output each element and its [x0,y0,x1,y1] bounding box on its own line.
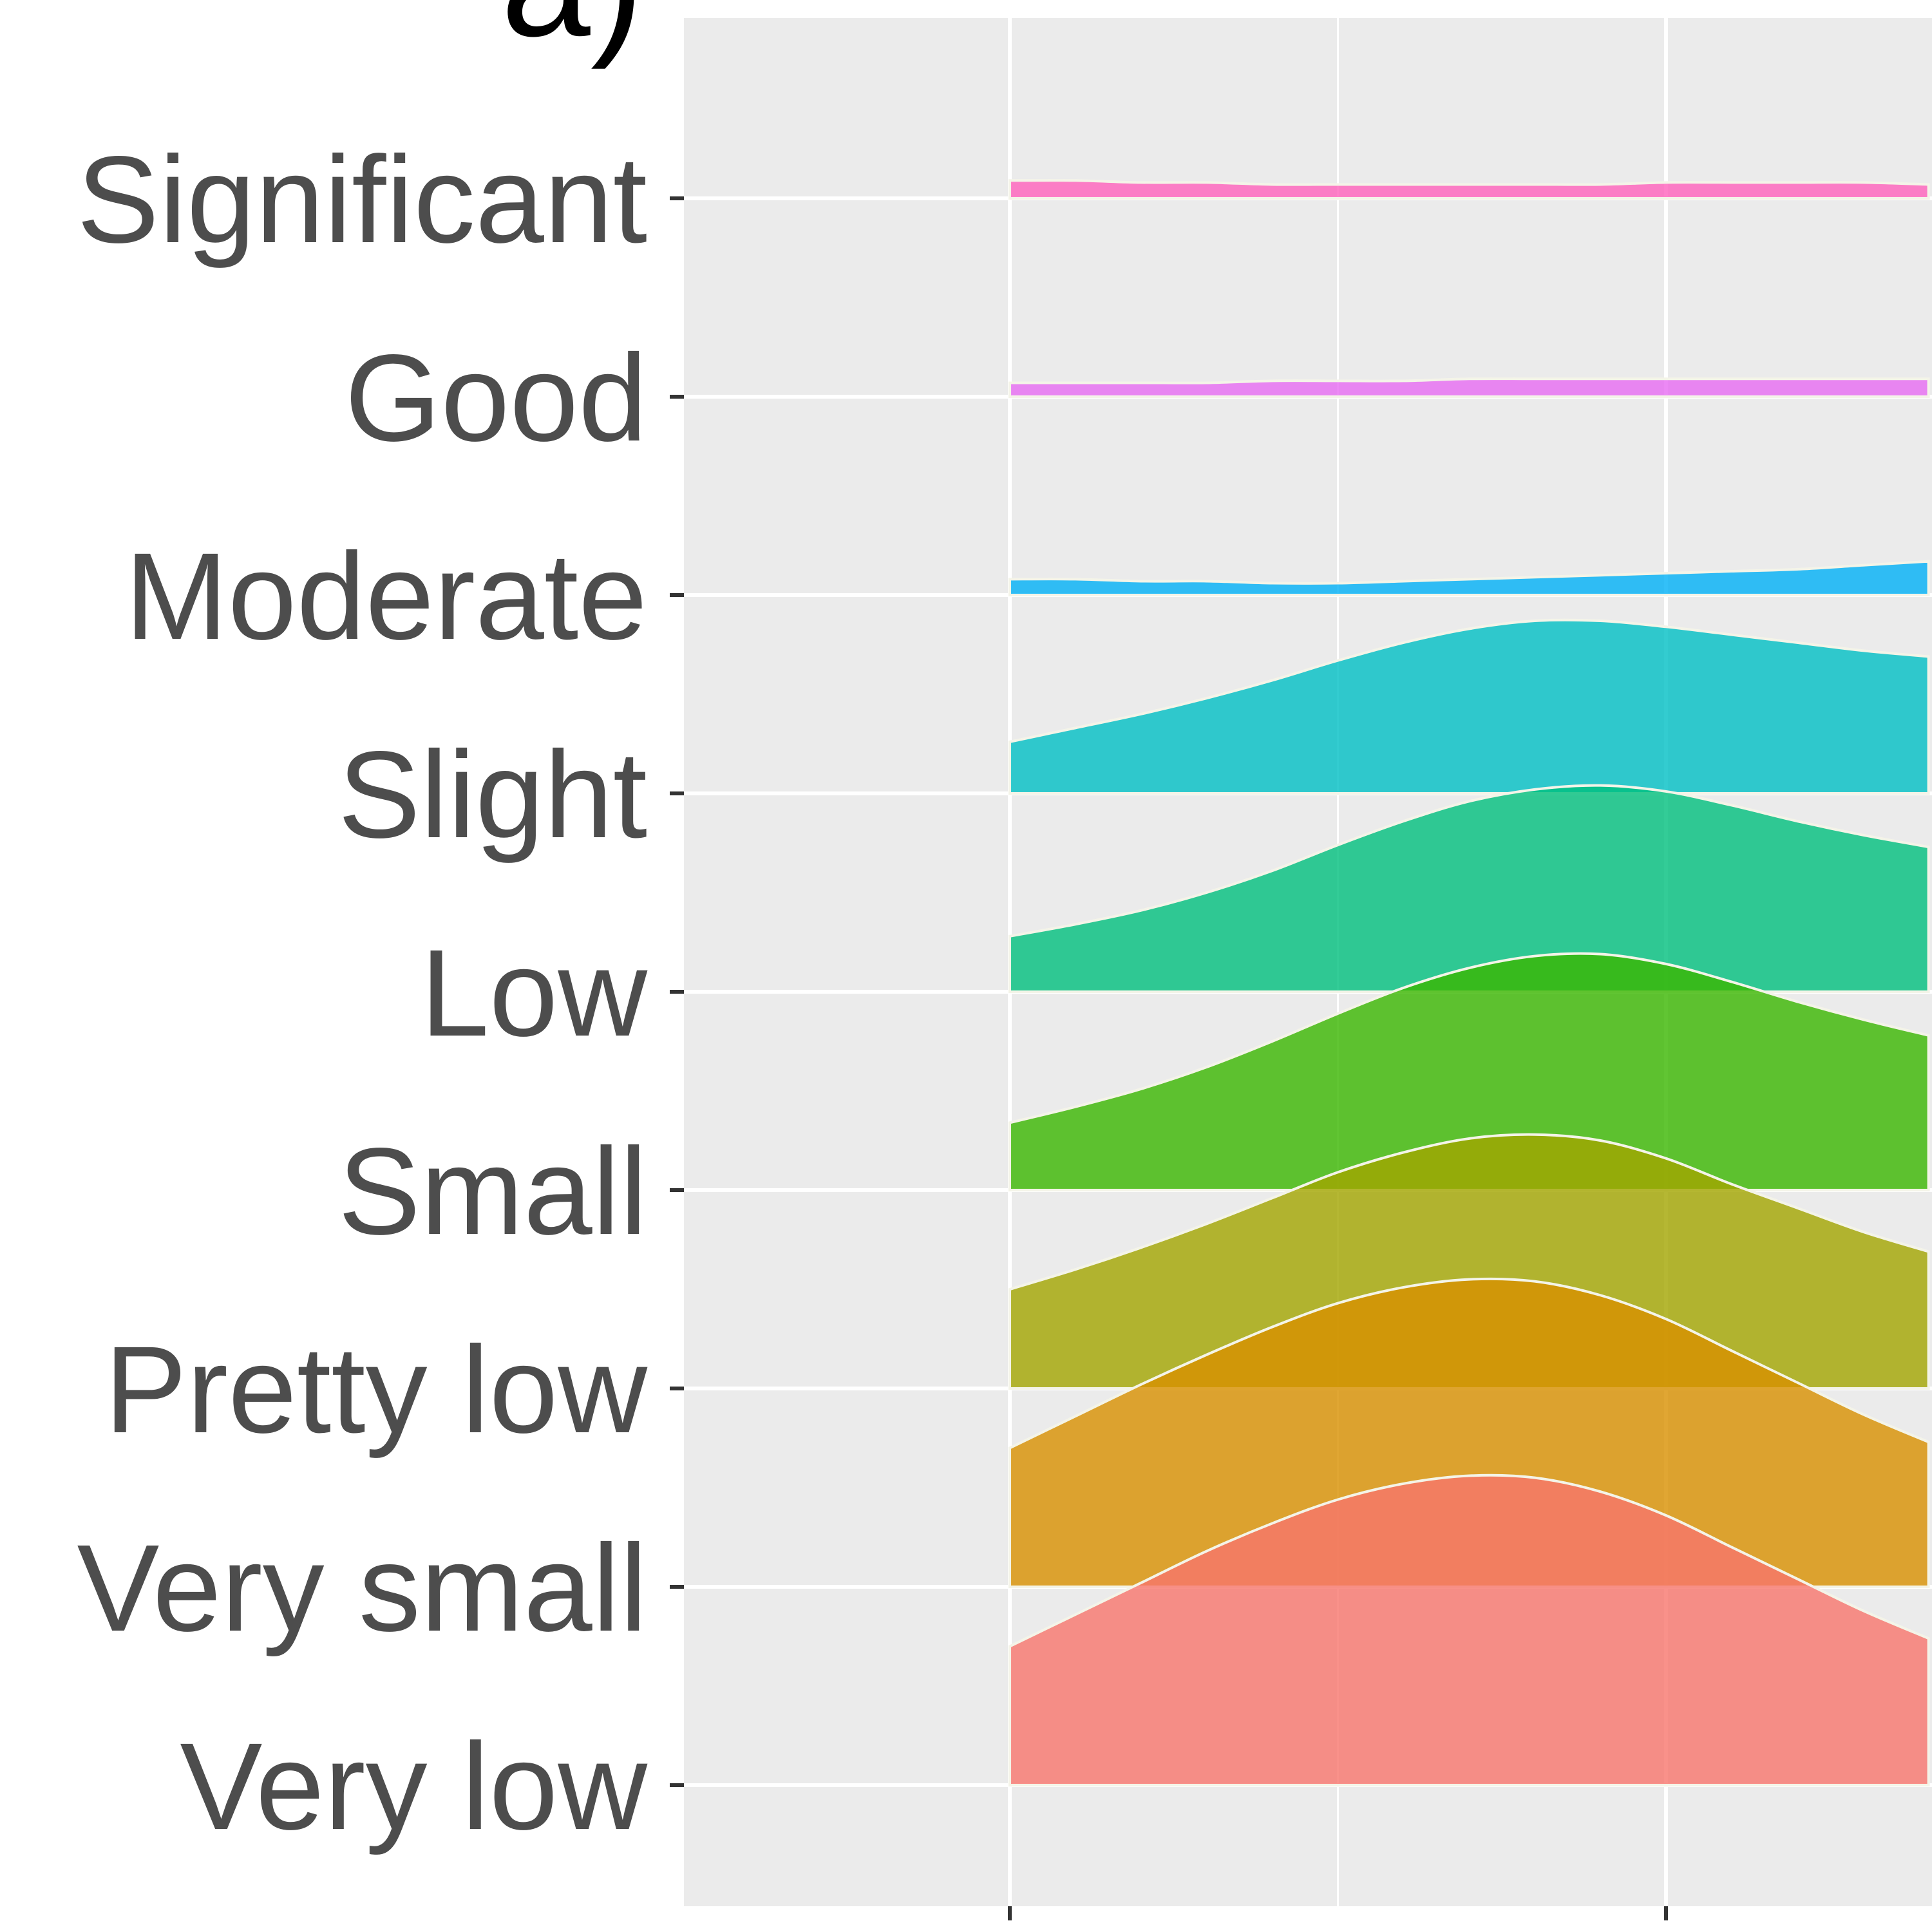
y-tick-label: Low [421,923,649,1062]
y-tick-label: Pretty low [104,1320,648,1459]
ridge-moderate [1009,560,1930,596]
y-tick-label: Moderate [125,527,647,665]
y-tick-label: Very low [180,1717,648,1855]
ridge-good [1009,377,1930,398]
ridges [1009,179,1930,1786]
ridge-slight [1009,618,1930,795]
ridge-very-low [1009,1473,1930,1786]
panel-label: a) [501,0,644,70]
y-tick-label: Good [345,328,647,467]
ridge-pretty-low [1009,1133,1930,1390]
x-axis [1008,1906,1668,1920]
ridge-significant [1009,179,1930,200]
ridge-low [1009,784,1930,993]
y-tick-label: Significant [77,130,647,269]
ridge-small [1009,952,1930,1191]
y-tick-label: Very small [77,1519,647,1657]
y-axis: Very low Very small Pretty low Small Low Slig… [77,130,684,1855]
ridge-very-small [1009,1277,1930,1588]
y-tick-label: Small [338,1122,647,1260]
y-tick-label: Slight [338,725,647,864]
